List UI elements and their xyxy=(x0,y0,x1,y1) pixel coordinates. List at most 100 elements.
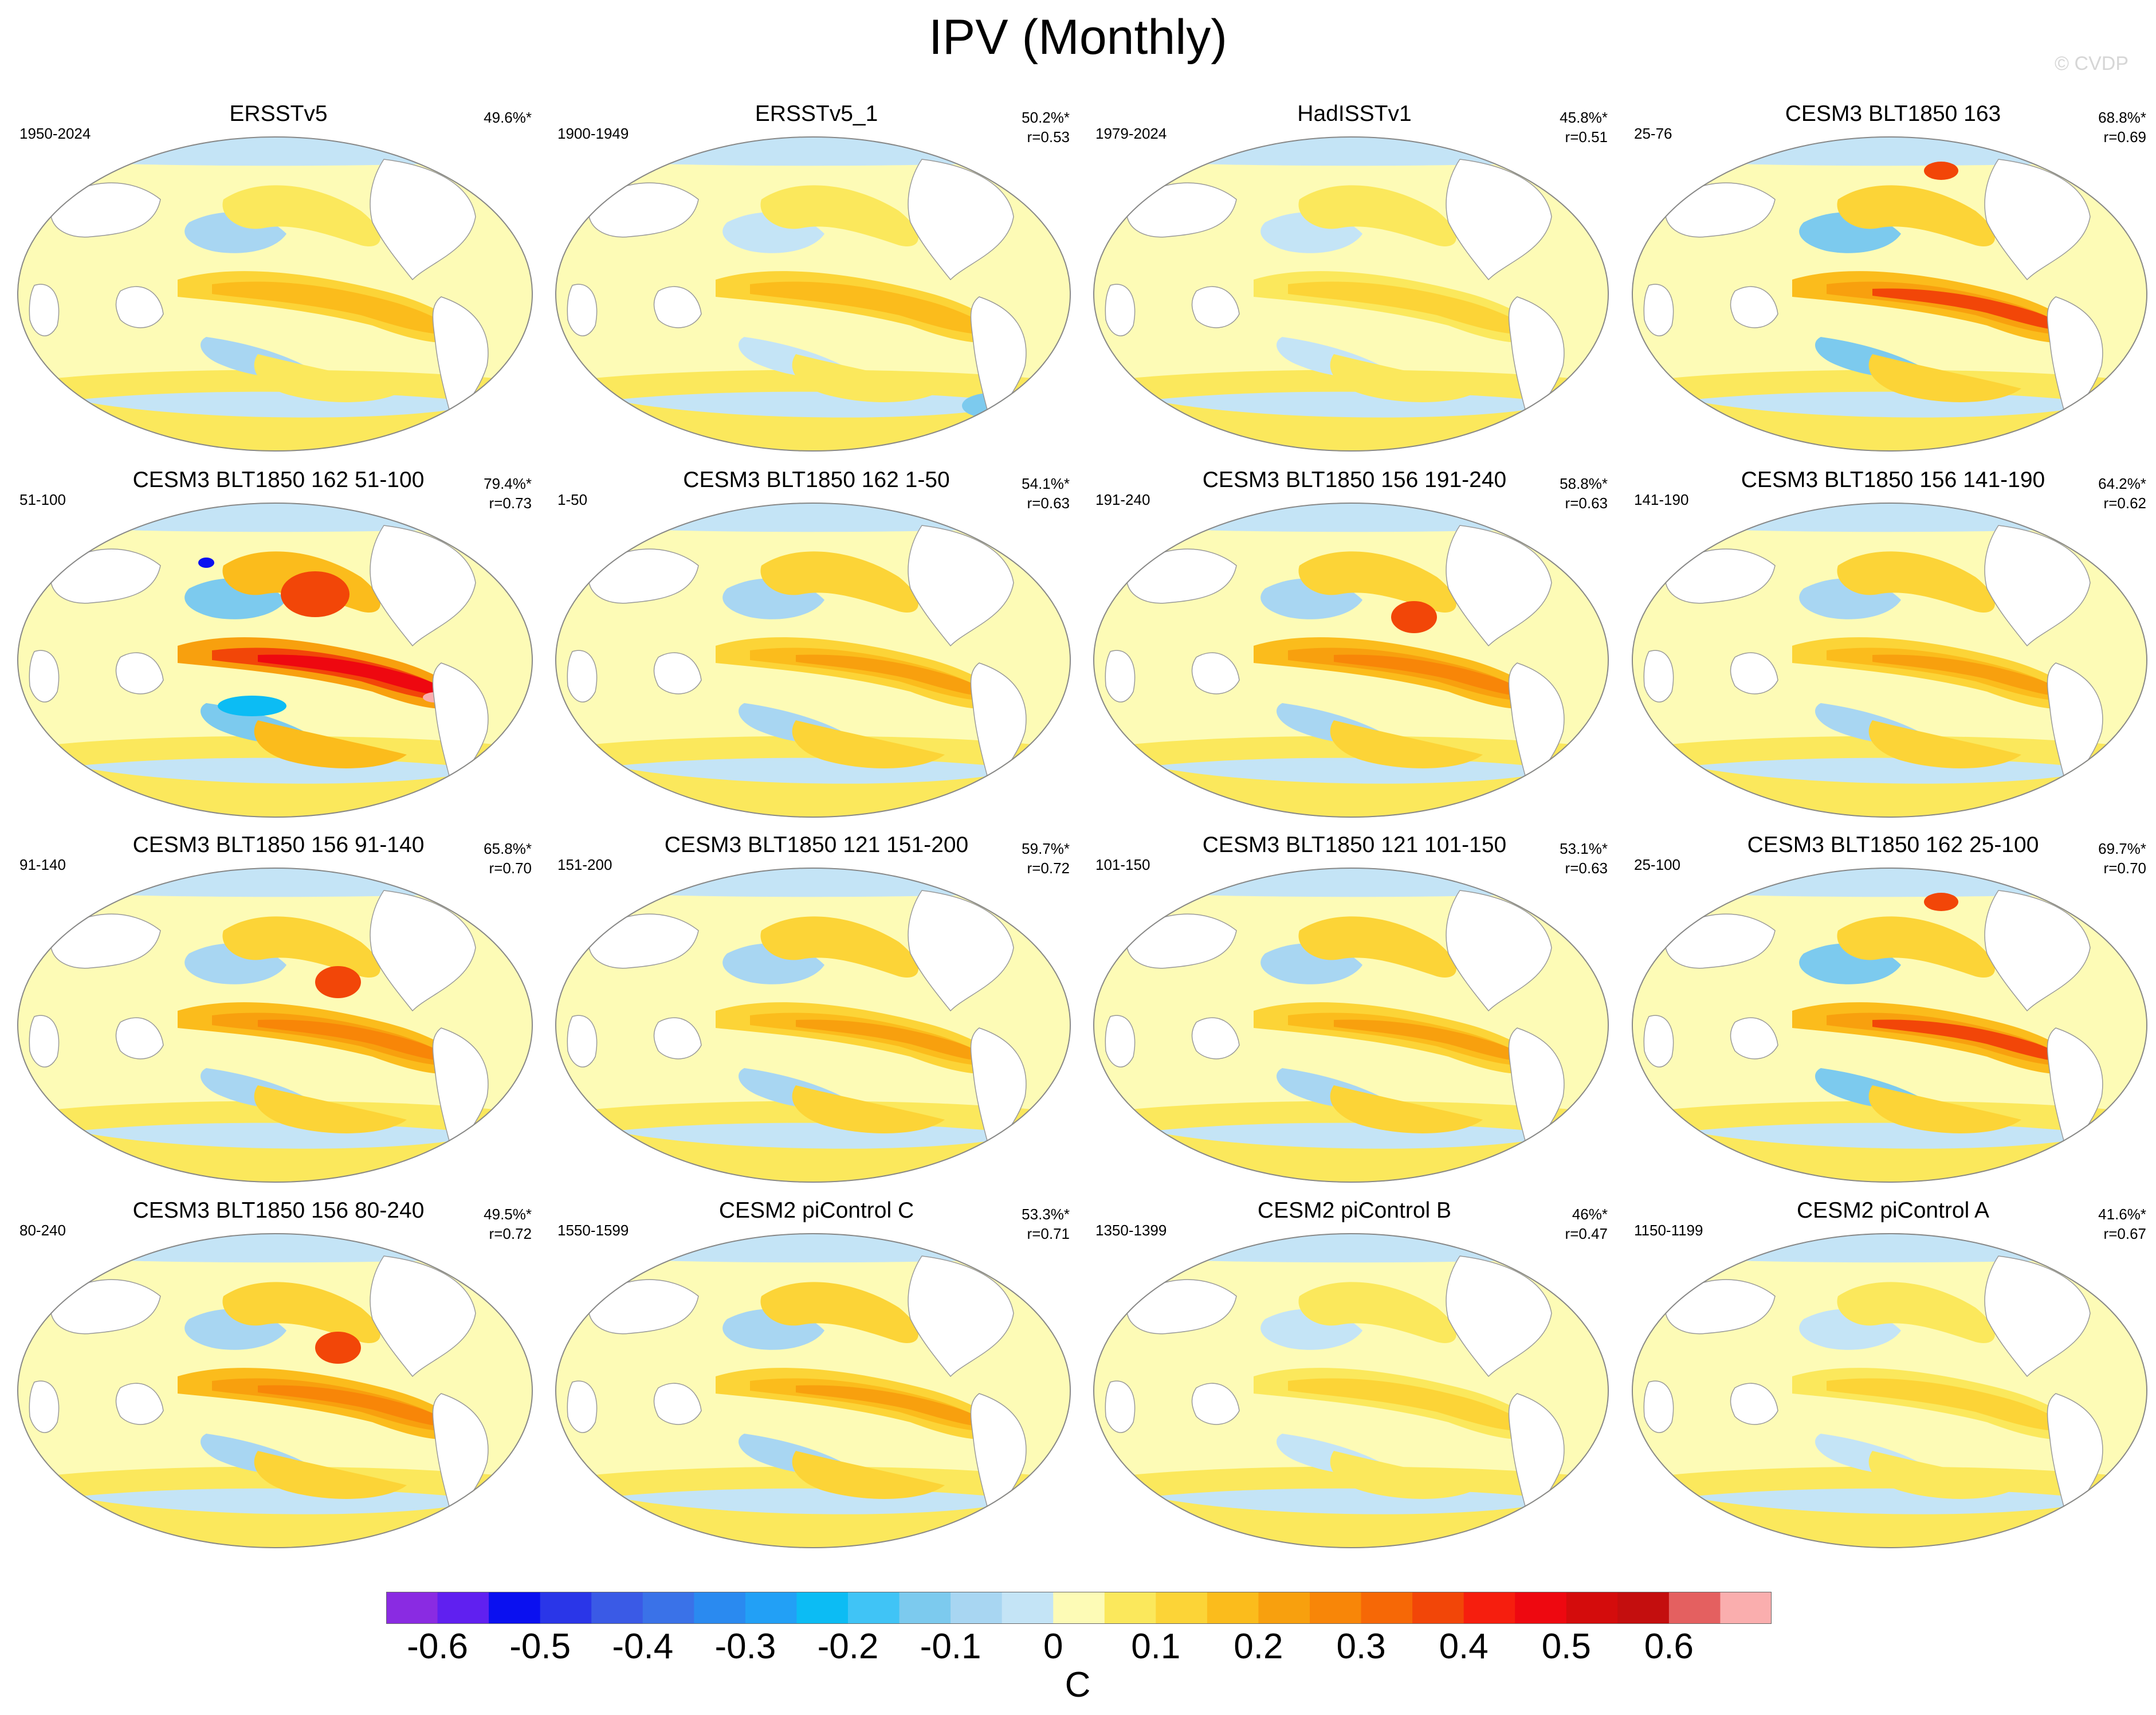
figure-title: IPV (Monthly) xyxy=(929,10,1227,65)
map-panel: ERSSTv5_1 1900-1949 50.2%* r=0.53 xyxy=(547,101,1086,468)
panel-stats: 50.2%* r=0.53 xyxy=(1022,108,1070,147)
panel-years: 25-100 xyxy=(1634,856,1680,873)
panel-correlation: r=0.51 xyxy=(1565,128,1608,146)
map-panel: CESM3 BLT1850 162 1-50 1-50 54.1%* r=0.6… xyxy=(547,467,1086,834)
robinson-map xyxy=(555,136,1071,454)
panel-correlation: r=0.70 xyxy=(2103,860,2146,877)
colorbar-tick: 0.5 xyxy=(1541,1627,1591,1666)
panel-stats: 45.8%* r=0.51 xyxy=(1560,108,1608,147)
robinson-map xyxy=(17,136,533,454)
colorbar-swatch xyxy=(848,1592,900,1624)
panel-years: 191-240 xyxy=(1095,491,1150,508)
panel-years: 101-150 xyxy=(1095,856,1150,873)
robinson-map xyxy=(17,868,533,1186)
robinson-map xyxy=(1093,136,1609,454)
panel-title: HadISSTv1 xyxy=(1297,101,1412,126)
colorbar-swatch xyxy=(591,1592,643,1624)
colorbar-swatch xyxy=(1668,1592,1721,1624)
robinson-map xyxy=(1093,868,1609,1186)
colorbar-swatch xyxy=(642,1592,694,1624)
colorbar xyxy=(386,1592,1772,1624)
panel-title: CESM3 BLT1850 162 25-100 xyxy=(1747,833,2039,857)
panel-years: 1-50 xyxy=(557,491,588,508)
colorbar-swatch xyxy=(386,1592,438,1624)
colorbar-tick: 0.4 xyxy=(1439,1627,1489,1666)
colorbar-swatch xyxy=(1566,1592,1618,1624)
colorbar-tick: -0.5 xyxy=(509,1627,571,1666)
colorbar-tick: 0.3 xyxy=(1336,1627,1386,1666)
colorbar-tick: -0.4 xyxy=(612,1627,674,1666)
map-panel: CESM3 BLT1850 162 51-100 51-100 79.4%* r… xyxy=(9,467,548,834)
panel-percent: 53.1%* xyxy=(1560,840,1608,857)
panel-correlation: r=0.73 xyxy=(489,495,532,512)
colorbar-swatch xyxy=(694,1592,746,1624)
robinson-map xyxy=(1632,1233,2147,1551)
panel-percent: 59.7%* xyxy=(1022,840,1070,857)
panel-percent: 65.8%* xyxy=(484,840,532,857)
panel-correlation: r=0.71 xyxy=(1027,1225,1070,1242)
panel-percent: 64.2%* xyxy=(2098,475,2146,492)
panel-correlation: r=0.70 xyxy=(489,860,532,877)
panel-years: 1350-1399 xyxy=(1095,1222,1167,1239)
panel-percent: 58.8%* xyxy=(1560,475,1608,492)
panel-title: CESM3 BLT1850 121 101-150 xyxy=(1202,833,1507,857)
map-panel: CESM2 piControl B 1350-1399 46%* r=0.47 xyxy=(1085,1198,1624,1564)
robinson-map xyxy=(17,503,533,821)
map-panel: CESM3 BLT1850 156 141-190 141-190 64.2%*… xyxy=(1624,467,2156,834)
map-panel: CESM3 BLT1850 162 25-100 25-100 69.7%* r… xyxy=(1624,832,2156,1199)
colorbar-swatch xyxy=(1104,1592,1156,1624)
colorbar-swatch xyxy=(1156,1592,1208,1624)
panel-title: CESM2 piControl A xyxy=(1797,1198,1989,1223)
robinson-map xyxy=(1093,1233,1609,1551)
panel-stats: 54.1%* r=0.63 xyxy=(1022,474,1070,513)
colorbar-swatch xyxy=(540,1592,592,1624)
robinson-map xyxy=(1093,503,1609,821)
panel-years: 1550-1599 xyxy=(557,1222,629,1239)
map-panel: CESM3 BLT1850 156 191-240 191-240 58.8%*… xyxy=(1085,467,1624,834)
map-panel: CESM2 piControl A 1150-1199 41.6%* r=0.6… xyxy=(1624,1198,2156,1564)
map-panel: ERSSTv5 1950-2024 49.6%* xyxy=(9,101,548,468)
colorbar-swatch xyxy=(1463,1592,1515,1624)
panel-percent: 41.6%* xyxy=(2098,1206,2146,1223)
panel-title: ERSSTv5 xyxy=(229,101,328,126)
map-panel: HadISSTv1 1979-2024 45.8%* r=0.51 xyxy=(1085,101,1624,468)
panel-stats: 49.5%* r=0.72 xyxy=(484,1204,532,1243)
colorbar-swatch xyxy=(1617,1592,1670,1624)
colorbar-swatch xyxy=(951,1592,1003,1624)
panel-title: CESM3 BLT1850 156 191-240 xyxy=(1202,468,1507,492)
colorbar-swatch xyxy=(745,1592,797,1624)
panel-title: ERSSTv5_1 xyxy=(755,101,878,126)
map-panel: CESM3 BLT1850 156 80-240 80-240 49.5%* r… xyxy=(9,1198,548,1564)
panel-correlation: r=0.72 xyxy=(489,1225,532,1242)
colorbar-swatch xyxy=(489,1592,541,1624)
colorbar-swatch xyxy=(1310,1592,1362,1624)
panel-title: CESM3 BLT1850 162 51-100 xyxy=(132,468,425,492)
colorbar-tick: -0.3 xyxy=(714,1627,776,1666)
panel-correlation: r=0.62 xyxy=(2103,495,2146,512)
panel-stats: 49.6%* xyxy=(484,108,532,127)
units-label: C xyxy=(1065,1665,1091,1705)
panel-years: 25-76 xyxy=(1634,125,1672,142)
colorbar-swatch xyxy=(899,1592,951,1624)
colorbar-swatch xyxy=(1053,1592,1105,1624)
colorbar-swatch xyxy=(1002,1592,1054,1624)
panel-stats: 59.7%* r=0.72 xyxy=(1022,839,1070,878)
panel-stats: 65.8%* r=0.70 xyxy=(484,839,532,878)
robinson-map xyxy=(1632,503,2147,821)
colorbar-swatch xyxy=(796,1592,849,1624)
panel-stats: 58.8%* r=0.63 xyxy=(1560,474,1608,513)
panel-years: 91-140 xyxy=(19,856,66,873)
colorbar-swatch xyxy=(1361,1592,1413,1624)
panel-stats: 53.3%* r=0.71 xyxy=(1022,1204,1070,1243)
robinson-map xyxy=(555,868,1071,1186)
map-panel: CESM3 BLT1850 163 25-76 68.8%* r=0.69 xyxy=(1624,101,2156,468)
colorbar-swatch xyxy=(1258,1592,1310,1624)
robinson-map xyxy=(17,1233,533,1551)
panel-percent: 49.5%* xyxy=(484,1206,532,1223)
panel-stats: 69.7%* r=0.70 xyxy=(2098,839,2146,878)
panel-percent: 68.8%* xyxy=(2098,109,2146,126)
panel-years: 51-100 xyxy=(19,491,66,508)
panel-years: 1979-2024 xyxy=(1095,125,1167,142)
panel-stats: 53.1%* r=0.63 xyxy=(1560,839,1608,878)
map-panel: CESM3 BLT1850 121 151-200 151-200 59.7%*… xyxy=(547,832,1086,1199)
